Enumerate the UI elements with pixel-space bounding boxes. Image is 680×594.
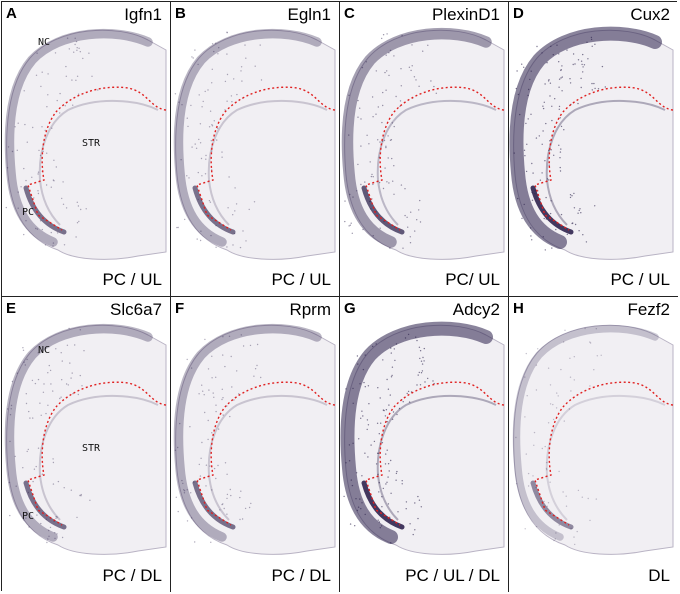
gene-label: Igfn1	[124, 5, 162, 24]
panel-letter: B	[175, 5, 186, 22]
region-label-str: STR	[82, 138, 101, 149]
region-label-nc: NC	[38, 37, 51, 48]
category-label: PC / UL	[271, 270, 331, 289]
panel-a: A Igfn1 NC STR PC PC / UL	[2, 2, 171, 297]
tissue-section	[512, 324, 674, 555]
gene-label: Adcy2	[452, 300, 500, 319]
category-label: PC / UL	[102, 270, 162, 289]
category-label: PC/ UL	[445, 270, 500, 289]
tissue-section	[173, 323, 336, 555]
panel-letter: H	[513, 300, 524, 317]
brain-section-image	[512, 324, 674, 555]
gene-label: Cux2	[630, 5, 670, 24]
region-label-str: STR	[82, 443, 101, 454]
tissue-section	[4, 323, 167, 555]
gene-label: Egln1	[287, 5, 331, 24]
panel-d: D Cux2 PC / UL	[509, 2, 678, 297]
category-label: PC / UL / DL	[405, 566, 500, 585]
brain-section-image	[173, 28, 336, 260]
gene-label: Rprm	[289, 300, 331, 319]
category-label: PC / DL	[102, 566, 162, 585]
tissue-section	[4, 28, 167, 260]
panel-letter: A	[6, 5, 17, 22]
panel-letter: D	[513, 5, 524, 22]
brain-section-image	[4, 28, 167, 260]
category-label: DL	[648, 566, 670, 585]
brain-section-image	[4, 323, 167, 555]
gene-label: Slc6a7	[110, 300, 162, 319]
panel-b: B Egln1 PC / UL	[171, 2, 340, 297]
panel-g: G Adcy2 PC / UL / DL	[340, 297, 509, 592]
panel-letter: E	[6, 300, 17, 317]
panel-f: F Rprm PC / DL	[171, 297, 340, 592]
tissue-section	[173, 28, 336, 260]
gene-label: PlexinD1	[431, 5, 500, 24]
tissue-section	[341, 27, 505, 260]
category-label: PC / UL	[610, 270, 670, 289]
gene-label: Fezf2	[627, 300, 670, 319]
region-label-pc: PC	[22, 207, 35, 218]
tissue-section	[340, 321, 505, 555]
panel-c: C PlexinD1 PC/ UL	[340, 2, 509, 297]
panel-e: E Slc6a7 NC STR PC PC / DL	[2, 297, 171, 592]
panel-letter: G	[344, 300, 356, 317]
brain-section-image	[509, 26, 674, 260]
panel-h: H Fezf2 DL	[509, 297, 678, 592]
brain-section-image	[341, 27, 505, 260]
region-label-pc: PC	[22, 511, 35, 522]
panel-letter: C	[344, 5, 355, 22]
tissue-section	[509, 26, 674, 260]
region-label-nc: NC	[38, 345, 51, 356]
panel-letter: F	[175, 300, 185, 317]
brain-section-image	[340, 321, 505, 555]
brain-section-image	[173, 323, 336, 555]
category-label: PC / DL	[271, 566, 331, 585]
